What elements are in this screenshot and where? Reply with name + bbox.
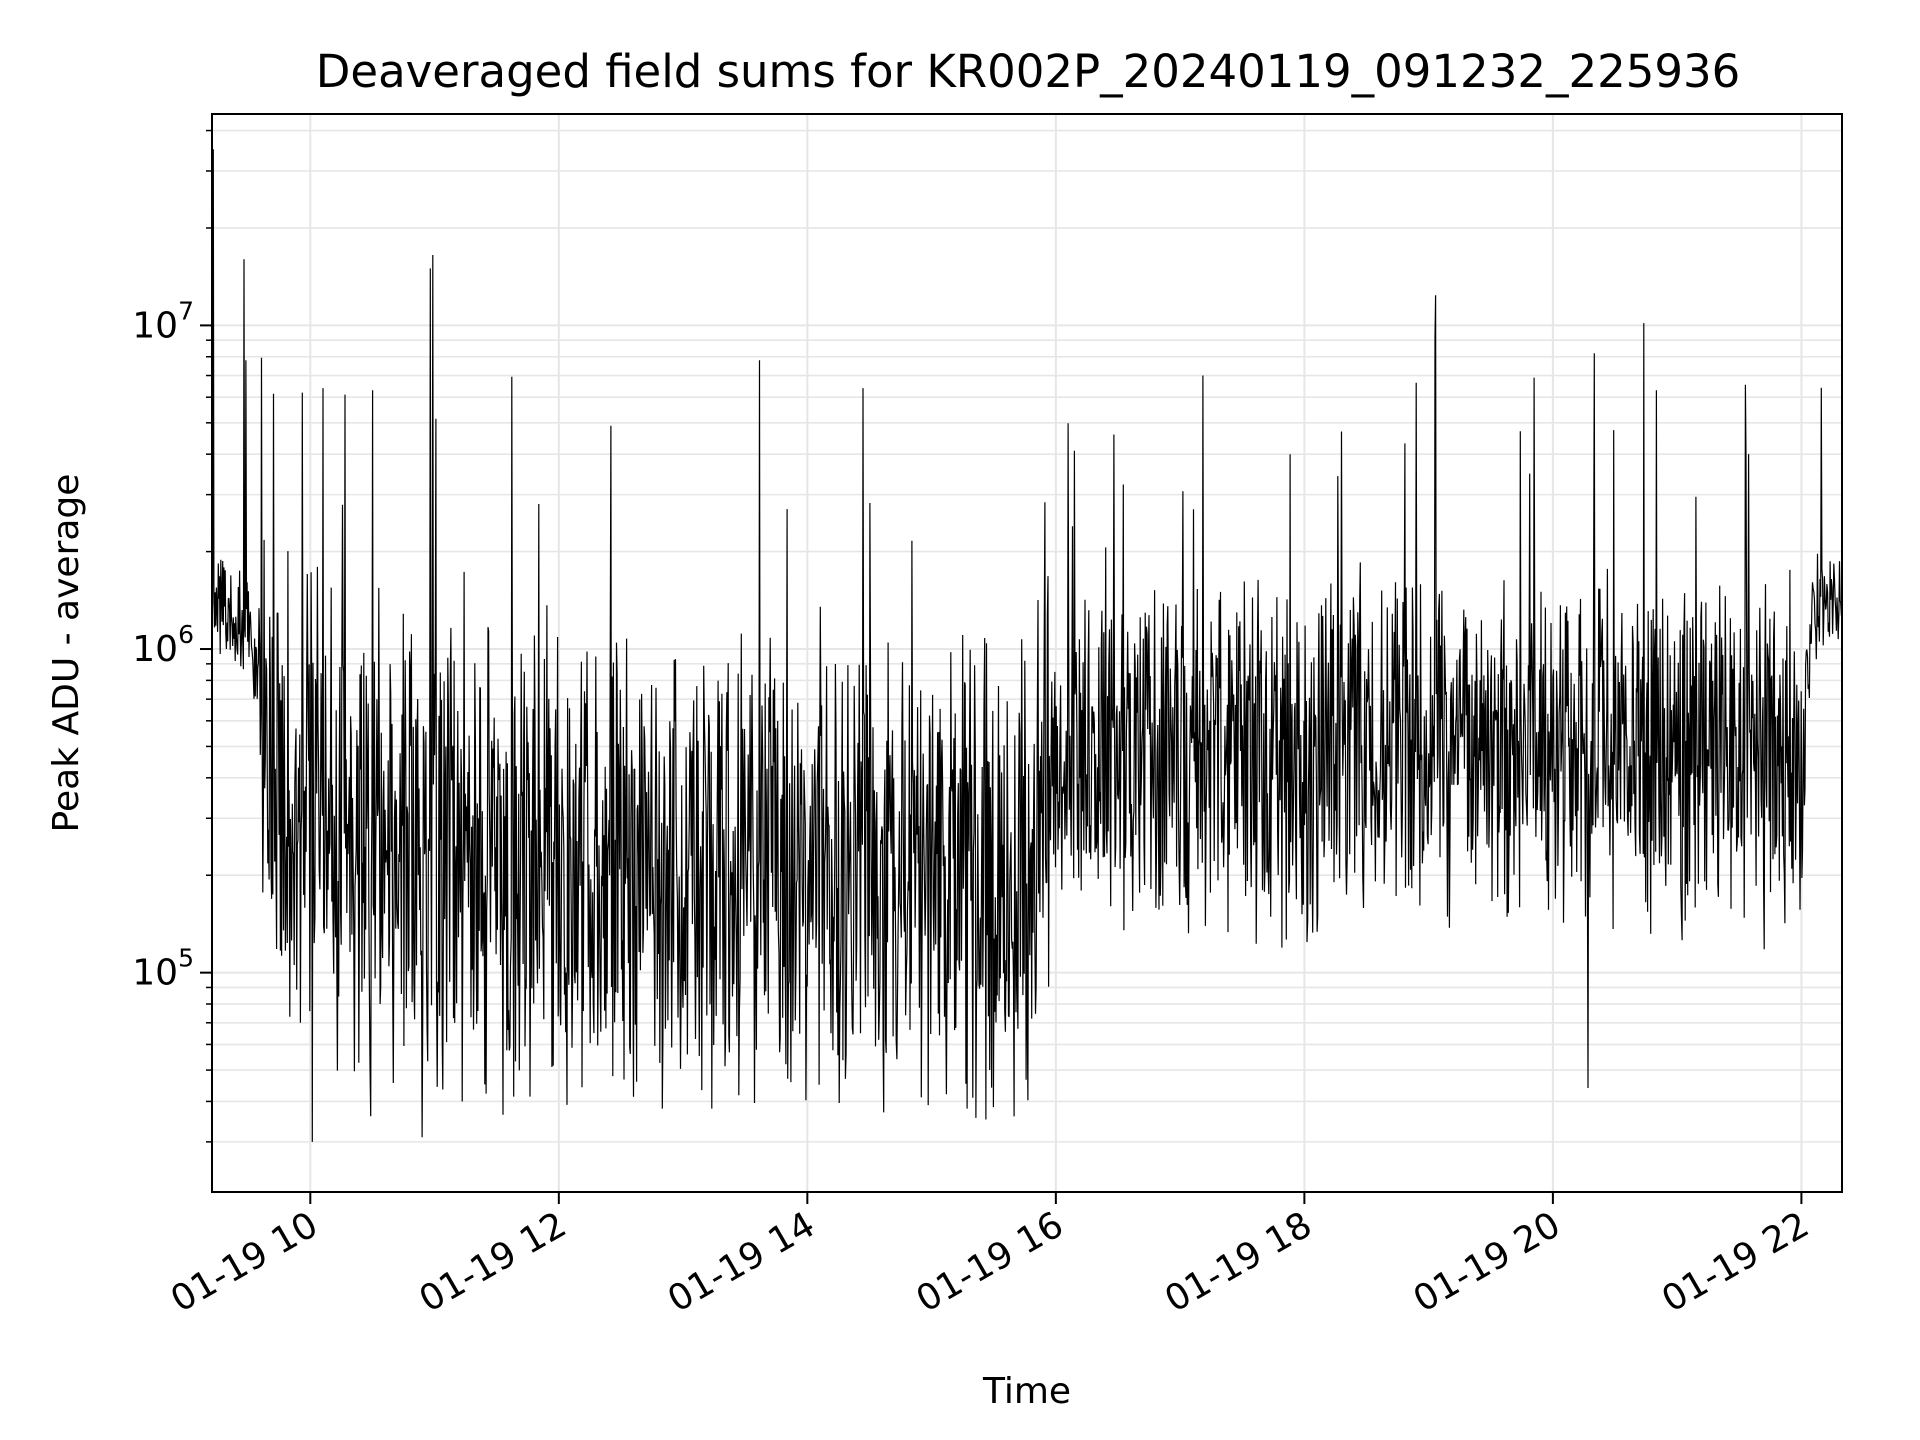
y-tick-label: 106 [132,620,194,670]
series-path [211,149,1843,1142]
chart-title: Deaveraged field sums for KR002P_2024011… [316,45,1740,98]
x-axis-label: Time [982,1371,1071,1412]
series-line [211,149,1843,1142]
y-axis-label: Peak ADU - average [46,474,87,833]
plot-frame [211,113,1843,1193]
y-tick-label: 107 [132,296,194,346]
y-tick-label: 105 [132,944,194,994]
y-axis: 105 106 107 [132,129,212,1143]
